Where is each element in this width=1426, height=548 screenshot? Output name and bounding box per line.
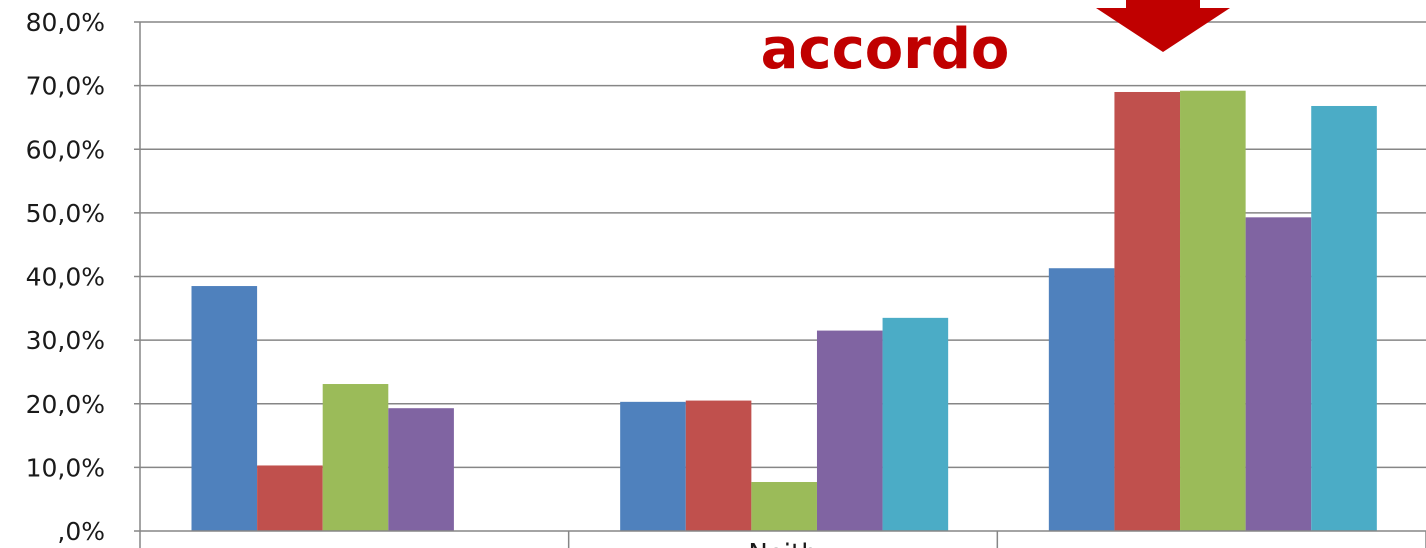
bar — [1048, 268, 1115, 531]
bar — [685, 400, 752, 531]
down-arrow-icon — [1096, 0, 1230, 52]
labels: ,0% 10,0% 20,0% 30,0% 40,0% 50,0% 60,0% 70,0% 80… — [26, 8, 818, 548]
bar — [1245, 217, 1312, 532]
axes — [134, 21, 1426, 548]
y-tick-label: 30,0% — [26, 326, 105, 355]
bar — [751, 482, 817, 531]
bar — [1114, 91, 1181, 532]
bar — [191, 286, 258, 531]
y-tick-label: 40,0% — [26, 263, 105, 292]
y-tick-label: 20,0% — [26, 390, 105, 419]
bar — [816, 330, 883, 531]
bar — [1180, 90, 1246, 531]
bar — [257, 465, 323, 531]
bar — [388, 408, 454, 531]
y-tick-label: 80,0% — [26, 8, 105, 37]
y-tick-label: ,0% — [57, 517, 105, 546]
annotation-text: accordo — [761, 17, 1010, 82]
y-tick-label: 50,0% — [26, 199, 105, 228]
y-tick-label: 10,0% — [26, 453, 105, 482]
bar — [882, 317, 949, 531]
bar — [1311, 105, 1377, 532]
bar — [322, 384, 389, 531]
annotations: accordo — [761, 0, 1230, 82]
bar — [620, 401, 686, 531]
bars — [191, 90, 1377, 532]
y-tick-label: 70,0% — [26, 72, 105, 101]
y-tick-label: 60,0% — [26, 135, 105, 164]
category-label: Neith — [748, 539, 817, 548]
